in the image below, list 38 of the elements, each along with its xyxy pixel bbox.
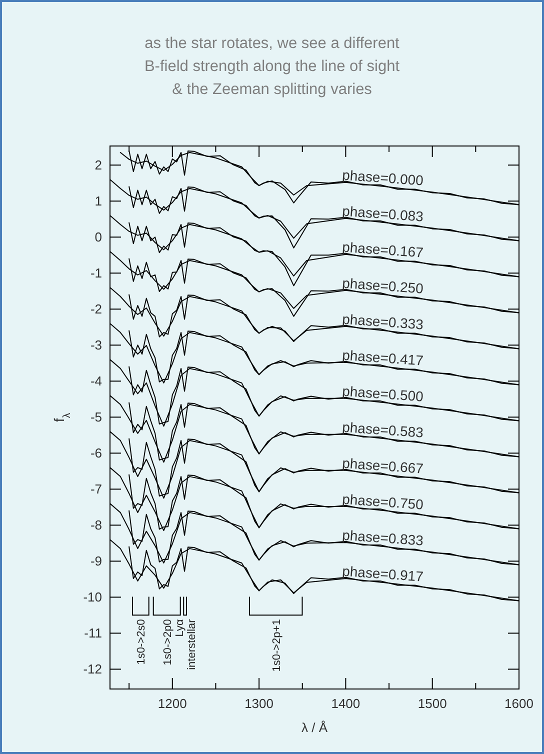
series-label: phase=0.667	[342, 454, 424, 476]
series-label: phase=0.250	[342, 274, 424, 296]
series-label: phase=0.917	[342, 562, 424, 584]
y-tick-label: -3	[90, 338, 102, 353]
annotation: 1s0->2p+1	[270, 619, 283, 672]
y-tick-label: -6	[90, 446, 102, 461]
x-tick-label: 1400	[331, 696, 360, 711]
y-tick-label: -10	[83, 590, 102, 605]
series-label: phase=0.833	[342, 526, 424, 548]
y-tick-label: 1	[94, 194, 102, 209]
y-tick-label: -1	[90, 266, 102, 281]
y-tick-label: -8	[90, 518, 102, 533]
series-label: phase=0.417	[342, 346, 424, 368]
x-tick-label: 1500	[418, 696, 447, 711]
chart-title: as the star rotates, we see a different B-field strength along the line of sight & the Zeeman splitting varies	[144, 35, 400, 98]
x-tick-label: 1300	[244, 696, 274, 711]
series-label: phase=0.333	[342, 310, 424, 332]
annotation: 1s0->2p0	[162, 619, 174, 666]
series-label: phase=0.167	[342, 238, 424, 260]
y-tick-label: -11	[84, 626, 102, 641]
series-label: phase=0.583	[342, 418, 424, 440]
x-tick-label: 1600	[504, 696, 534, 711]
y-tick-label: -7	[90, 482, 102, 497]
series-label: phase=0.750	[342, 490, 424, 512]
x-tick-label: 1200	[158, 696, 187, 711]
y-tick-label: -2	[90, 302, 102, 317]
series-label: phase=0.500	[342, 382, 424, 404]
y-tick-label: 0	[94, 230, 102, 245]
y-tick-label: -12	[83, 662, 102, 677]
legend-label: phase=0.000	[342, 166, 424, 188]
y-tick-label: -9	[90, 554, 102, 569]
y-tick-label: -4	[90, 374, 102, 389]
x-axis-title: λ / Å	[301, 720, 328, 735]
series-label: phase=0.083	[342, 202, 424, 224]
annotation: 1s0->2s0	[136, 619, 148, 665]
y-tick-label: -5	[90, 410, 102, 425]
y-tick-label: 2	[94, 158, 102, 173]
annotation: Lyα interstellar	[174, 618, 198, 670]
